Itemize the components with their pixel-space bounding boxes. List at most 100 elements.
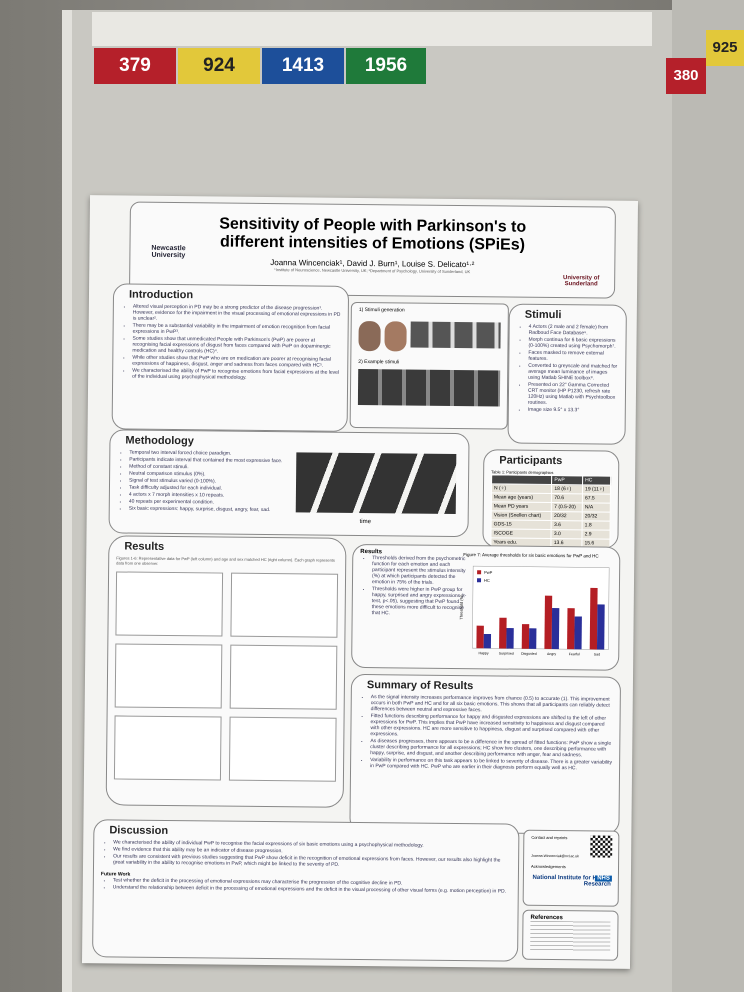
board-number: 1413 bbox=[262, 48, 344, 84]
logo: Newcastle University bbox=[151, 244, 186, 260]
faces bbox=[358, 320, 501, 352]
bullet: Six basic expressions: happy, surprise, … bbox=[129, 506, 299, 514]
psychometric-plots bbox=[113, 571, 339, 782]
faces bbox=[357, 368, 501, 407]
figure-title: Figure 7: Average thresholds for six bas… bbox=[463, 552, 599, 559]
bullet: 4 Actors (2 male and 2 female) from Radb… bbox=[529, 324, 619, 337]
x-tick-label: Angry bbox=[547, 652, 556, 656]
summary: Summary of ResultsAs the signal intensit… bbox=[349, 673, 622, 835]
table-cell: 70.6 bbox=[551, 493, 583, 503]
table-cell: 19 (11♀) bbox=[582, 484, 611, 495]
label: 2) Example stimuli bbox=[358, 358, 400, 366]
table-cell: PwP bbox=[551, 475, 583, 485]
bar bbox=[528, 628, 537, 649]
logo: University of Sunderland bbox=[562, 275, 600, 288]
bar bbox=[544, 595, 553, 650]
stimuli: Stimuli 4 Actors (2 male and 2 female) fr… bbox=[507, 303, 627, 445]
caption: Figures 1-6: Representative data for PwP… bbox=[116, 555, 335, 566]
heading: Stimuli bbox=[524, 308, 562, 322]
bar bbox=[521, 624, 530, 649]
bullet: As the signal intensity increases perfor… bbox=[371, 694, 613, 715]
table-cell: 1.8 bbox=[582, 520, 611, 531]
bullet: Presented on 22" Gamma Corrected CRT mon… bbox=[528, 382, 618, 407]
bullet: Thresholds derived from the psychometric… bbox=[372, 555, 468, 586]
discussion: DiscussionWe characterised the ability o… bbox=[92, 819, 520, 962]
results-text: ResultsThresholds derived from the psych… bbox=[351, 543, 621, 671]
introduction: Introduction Altered visual perception in… bbox=[111, 283, 350, 432]
x-tick-label: Sad bbox=[594, 652, 600, 656]
label: Acknowledgements bbox=[531, 863, 566, 870]
poster: Sensitivity of People with Parkinson's t… bbox=[81, 195, 639, 969]
figure-7: Threshold (%) Happy Surprised Disgusted Angr… bbox=[459, 565, 610, 657]
heading: Introduction bbox=[128, 288, 194, 302]
table-cell: 3.0 bbox=[551, 529, 583, 539]
bar bbox=[506, 628, 514, 649]
legend-label: HC bbox=[484, 578, 490, 583]
table-cell: N/A bbox=[582, 502, 611, 513]
methodology: Methodology Temporal two interval forced… bbox=[108, 429, 470, 538]
nhs-logo: NHS bbox=[595, 875, 612, 882]
references: References bbox=[522, 909, 619, 961]
qr-code bbox=[590, 835, 613, 858]
bullet: As diseases progresses, there appears to… bbox=[370, 738, 612, 759]
legend-swatch bbox=[477, 578, 482, 583]
table-cell: 7 (0.5-20) bbox=[551, 502, 583, 512]
time-label: time bbox=[359, 518, 372, 526]
bar bbox=[574, 616, 582, 650]
table-cell: 3.6 bbox=[551, 520, 583, 530]
label: 1) Stimuli generation bbox=[358, 306, 405, 314]
bar bbox=[589, 587, 598, 650]
bar bbox=[476, 625, 484, 649]
table-cell: HC bbox=[582, 475, 611, 486]
board-number: 925 bbox=[706, 30, 744, 66]
bullet: Variability in performance on this task … bbox=[370, 757, 612, 772]
board-number: 924 bbox=[178, 48, 260, 84]
bar bbox=[551, 608, 560, 650]
bar bbox=[499, 617, 507, 649]
stimuli-figure: 1) Stimuli generation 2) Example stimuli bbox=[349, 301, 509, 430]
bullet: Fitted functions describing performance … bbox=[370, 713, 612, 740]
x-tick-label: Fearful bbox=[569, 652, 580, 656]
contact: Contact and reprints Joanna.Wincenciak@n… bbox=[522, 829, 620, 907]
trial-diagram bbox=[295, 452, 457, 514]
bullet: Faces masked to remove external features… bbox=[528, 350, 618, 363]
heading: Methodology bbox=[125, 434, 194, 448]
table-cell: 20/32 bbox=[551, 511, 583, 521]
bar bbox=[596, 604, 605, 650]
legend-label: PwP bbox=[484, 570, 493, 575]
table-cell: 2.9 bbox=[582, 529, 611, 540]
bullet: Altered visual perception in PD may be a… bbox=[133, 304, 341, 324]
heading: Discussion bbox=[109, 824, 169, 838]
results: Results Figures 1-6: Representative data … bbox=[105, 535, 347, 808]
legend-swatch bbox=[477, 570, 482, 575]
bullet: Converted to greyscale and matched for a… bbox=[528, 363, 618, 382]
bar bbox=[483, 633, 492, 649]
board-header bbox=[92, 12, 652, 46]
table-cell: 67.5 bbox=[582, 493, 611, 504]
participants: Participants Table 1: Participants demogr… bbox=[482, 449, 620, 549]
bar bbox=[567, 608, 575, 650]
bullet: Image size 9.5° x 13.3° bbox=[528, 407, 618, 414]
table-cell: 18 (6♀) bbox=[551, 484, 583, 494]
plot-area bbox=[472, 565, 610, 650]
bullet: Morph continua for 6 basic expressions (… bbox=[528, 337, 618, 350]
x-tick-label: Happy bbox=[479, 651, 489, 655]
x-tick-label: Disgusted bbox=[521, 652, 537, 656]
board-number: 379 bbox=[94, 48, 176, 84]
board-number: 380 bbox=[666, 58, 706, 94]
bullet: We characterised the ability of PwP to r… bbox=[132, 368, 340, 382]
x-tick-label: Surprised bbox=[499, 651, 514, 655]
heading: Summary of Results bbox=[366, 679, 474, 693]
heading: Participants bbox=[499, 454, 563, 468]
bullet: Some studies show that unmedicated Peopl… bbox=[132, 336, 340, 356]
bullet: There may be a substantial variability i… bbox=[133, 323, 341, 337]
y-axis-label: Threshold (%) bbox=[459, 594, 464, 620]
side-board bbox=[672, 0, 744, 992]
bullet: While other studies show that PwP who ar… bbox=[132, 355, 340, 369]
board-number: 1956 bbox=[346, 48, 426, 84]
heading: Results bbox=[124, 540, 165, 553]
table-cell: 20/32 bbox=[582, 511, 611, 522]
bullet: Thresholds were higher in PwP group for … bbox=[372, 586, 468, 617]
poster-title: Sensitivity of People with Parkinson's t… bbox=[219, 215, 527, 254]
